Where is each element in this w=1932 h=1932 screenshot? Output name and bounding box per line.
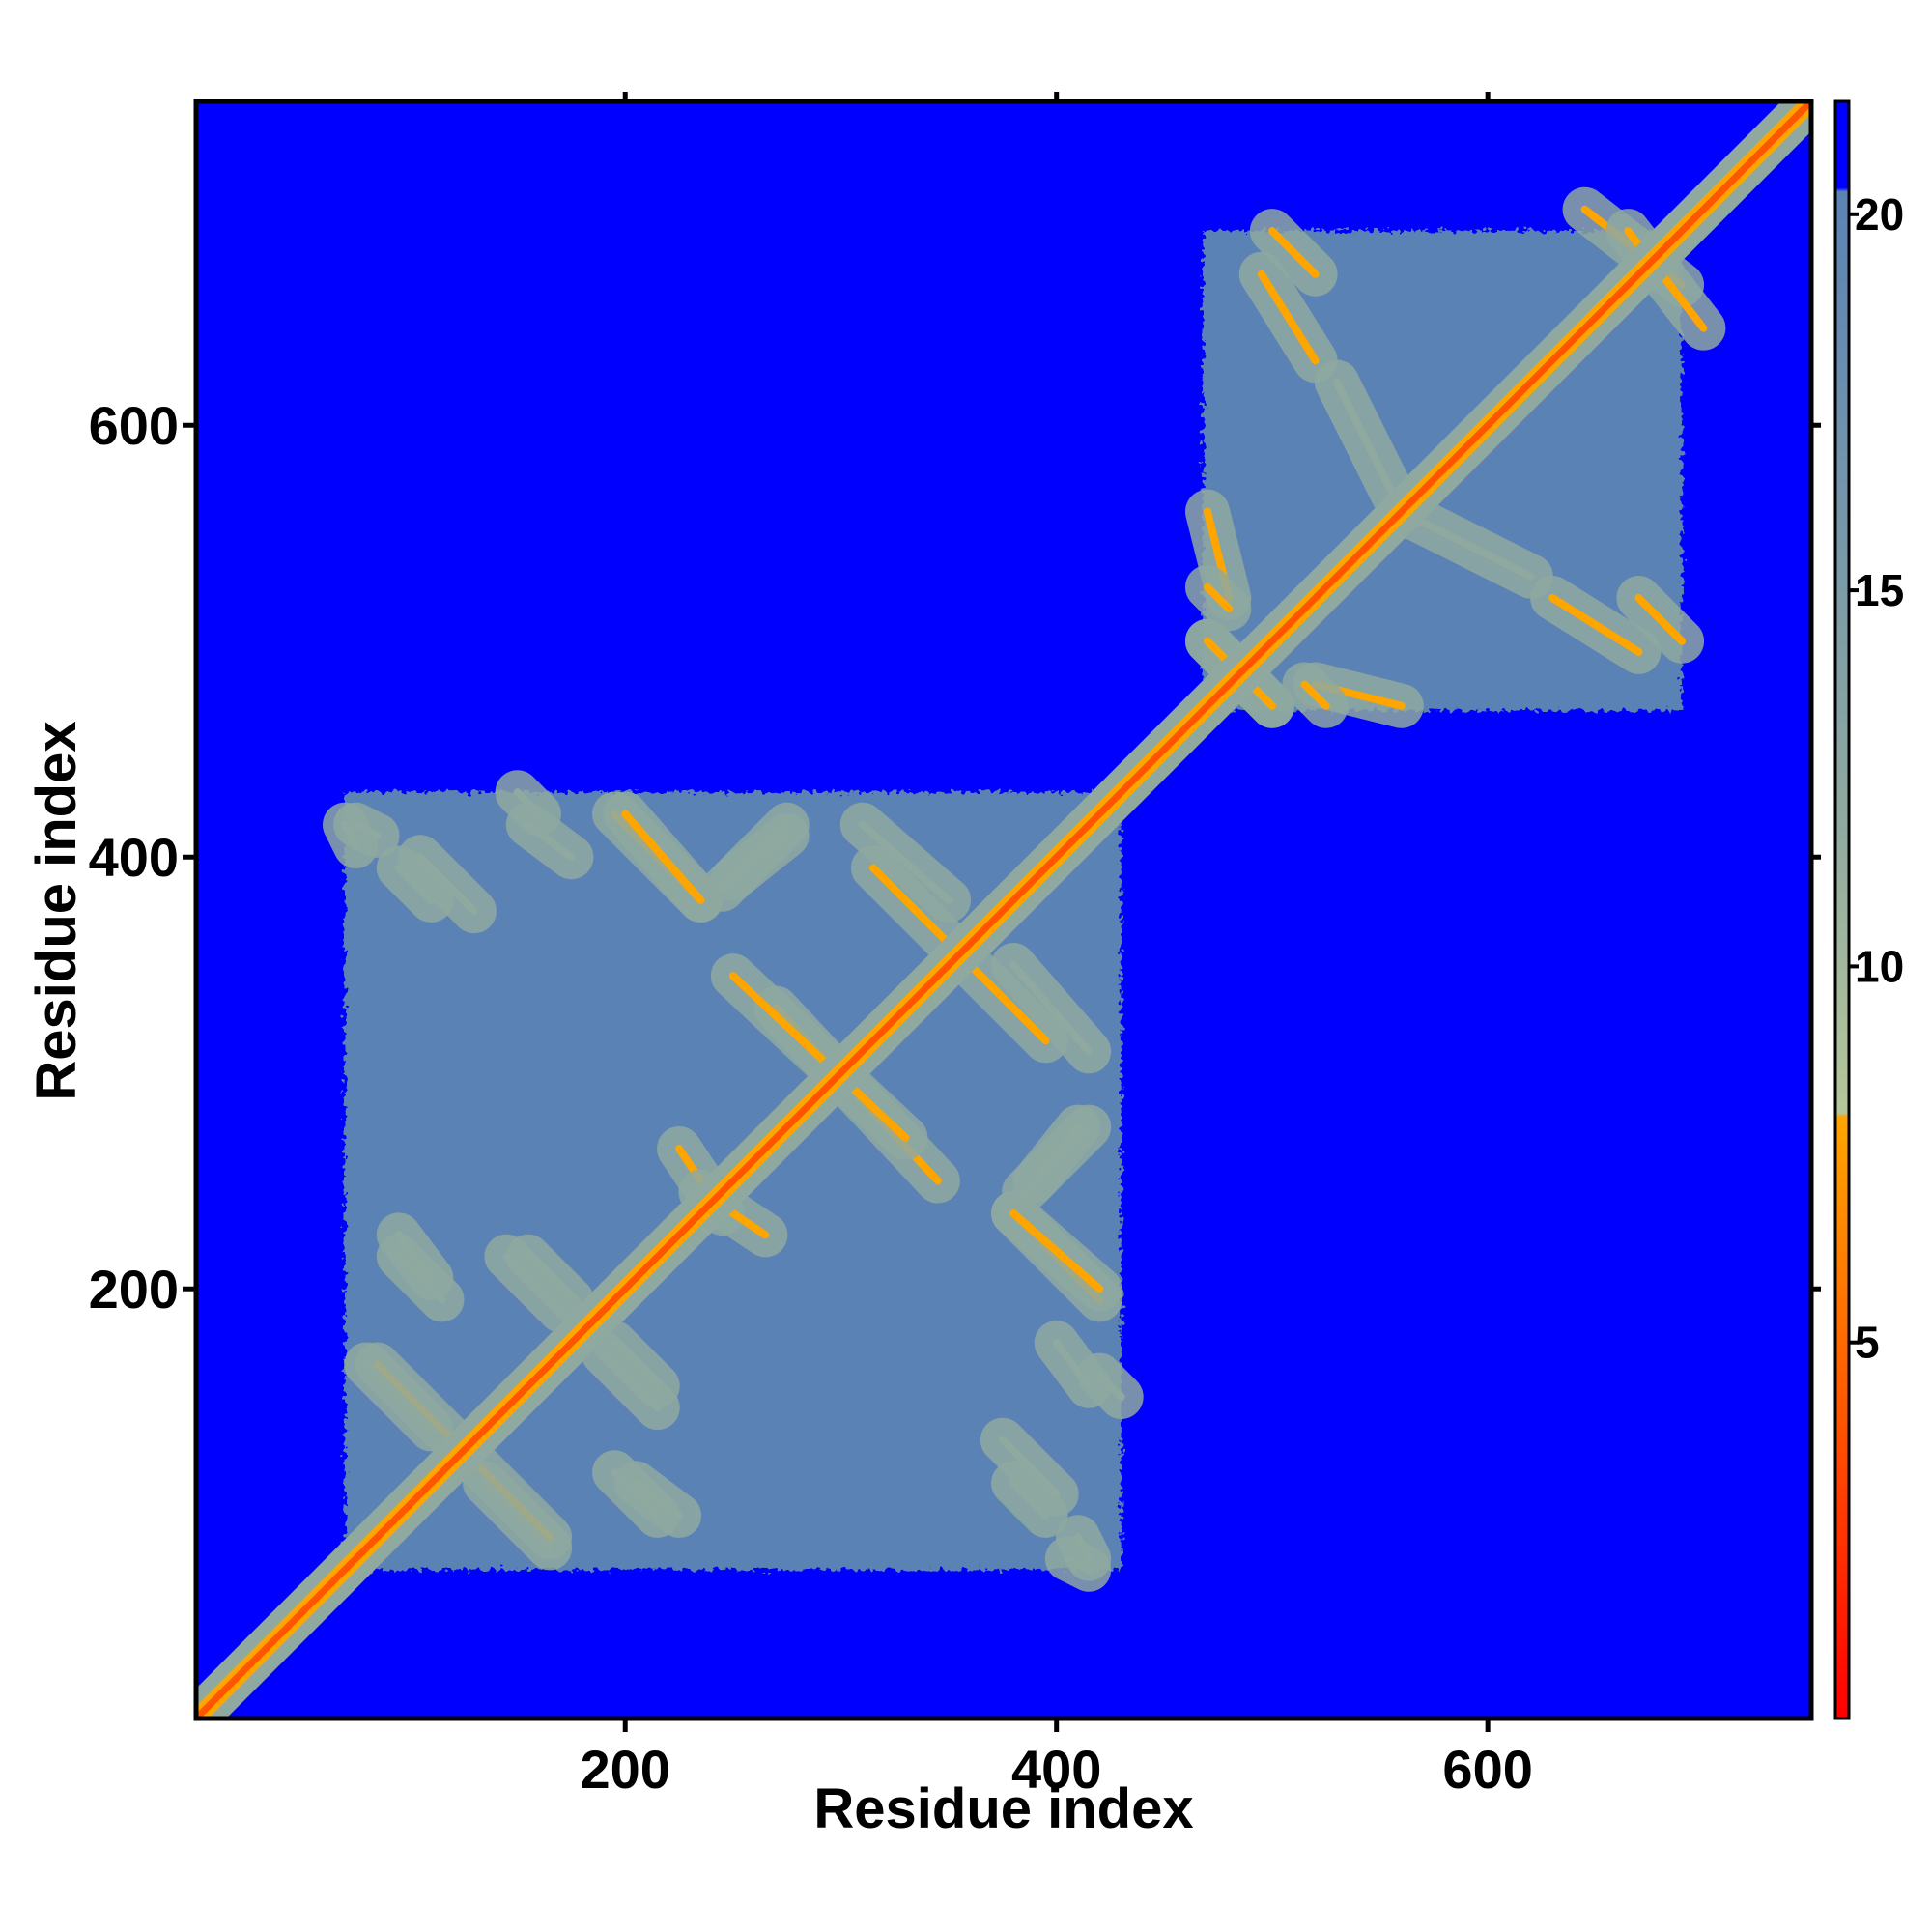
colorbar-gradient [1833,99,1851,1720]
y-axis-title: Residue index [25,721,88,1100]
contact-band-25 [1548,594,1643,656]
colorbar-tick-label: 10 [1855,941,1904,991]
contact-band-11 [966,960,1050,1045]
contact-band-25-mirror [1257,270,1320,365]
y-axis-ticks: 200 400 600 [89,395,1821,1320]
contact-band-6-mirror [728,972,910,1142]
contact-band-15 [416,853,478,916]
y-tick-label: 400 [89,827,179,888]
contact-band-13 [1031,1122,1083,1185]
contact-band-4-mirror [524,1252,576,1304]
contact-band-24 [1397,507,1535,581]
diagonal-core [196,101,1811,1719]
contact-band-18 [1063,1554,1094,1574]
colorbar-tick-label: 5 [1855,1318,1880,1368]
x-axis-ticks: 200 400 600 [581,92,1533,1800]
x-tick-label: 200 [581,1739,670,1800]
heatmap-layer [196,101,1811,1719]
contact-band-22-mirror [1634,594,1687,645]
colorbar: 5 10 15 20 [1833,99,1904,1720]
contact-band-18-mirror [341,820,360,851]
contact-band-26-mirror [1300,680,1330,710]
contact-band-5-mirror [394,1231,436,1283]
contact-band-5 [632,1479,684,1520]
y-tick-label: 200 [89,1259,179,1320]
contact-band-22 [1267,227,1320,278]
x-tick-label: 400 [1011,1739,1101,1800]
y-tick-label: 600 [89,395,179,456]
contact-band-11-mirror [868,864,953,948]
contact-band-13-mirror [728,831,791,883]
x-tick-label: 600 [1442,1739,1532,1800]
colorbar-tick-label: 15 [1855,565,1904,615]
contact-band-19-mirror [513,788,543,818]
plot-frame [193,99,1814,1721]
x-axis-title: Residue index [813,1777,1193,1840]
contact-band-15-mirror [998,1435,1061,1498]
contact-band-26 [1203,582,1234,613]
contact-band-4 [611,1339,662,1390]
contact-band-10 [858,820,953,904]
contact-band-1 [362,1360,436,1434]
contact-band-12-mirror [621,810,705,904]
contact-band-17 [1009,1479,1050,1520]
contact-band-24-mirror [1332,378,1406,516]
contact-band-1-mirror [481,1479,554,1552]
contact-band-10-mirror [1009,960,1094,1056]
colorbar-tick-label: 20 [1855,189,1904,240]
contact-band-12 [1009,1209,1104,1293]
contact-band-19 [1095,1371,1125,1401]
colorbar-ticks: 5 10 15 20 [1849,189,1904,1368]
contact-band-17-mirror [394,864,436,904]
